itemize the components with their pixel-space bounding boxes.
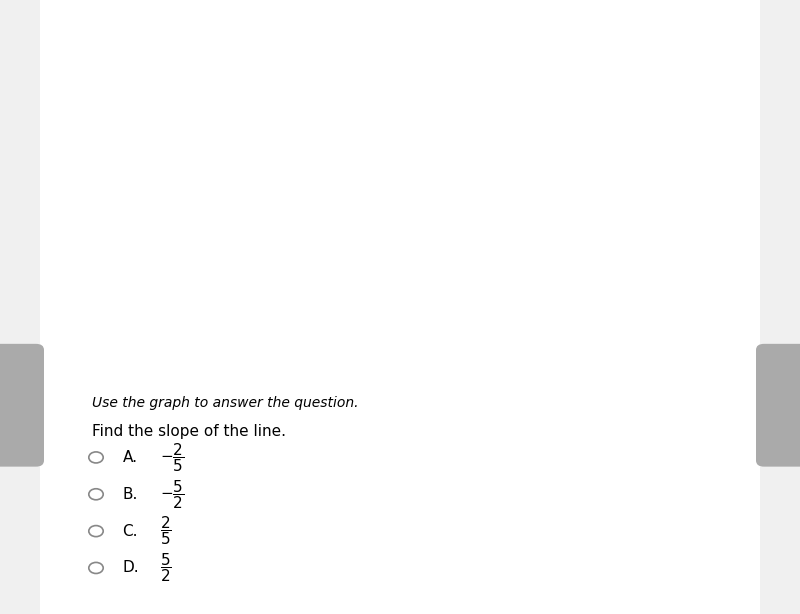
Text: -10: -10 — [90, 206, 115, 221]
Text: B.: B. — [122, 487, 138, 502]
Text: C.: C. — [122, 524, 138, 538]
Text: 10: 10 — [539, 206, 558, 221]
Text: -2: -2 — [306, 225, 321, 240]
Text: 6: 6 — [455, 206, 465, 221]
Text: -6: -6 — [185, 206, 200, 221]
Text: Find the slope of the line.: Find the slope of the line. — [92, 424, 286, 438]
Text: >: > — [773, 395, 792, 415]
Text: $-\dfrac{5}{2}$: $-\dfrac{5}{2}$ — [160, 478, 185, 511]
Text: 2: 2 — [366, 206, 375, 221]
Text: -6: -6 — [305, 295, 321, 310]
Text: D.: D. — [122, 561, 139, 575]
Text: A.: A. — [122, 450, 138, 465]
Text: 6: 6 — [310, 86, 321, 101]
Text: <: < — [8, 395, 27, 415]
Text: -10: -10 — [296, 365, 321, 379]
Text: Use the graph to answer the question.: Use the graph to answer the question. — [92, 396, 358, 410]
Text: 2: 2 — [311, 156, 321, 171]
Text: 10: 10 — [301, 17, 321, 31]
Text: -2: -2 — [274, 206, 289, 221]
Text: $\dfrac{5}{2}$: $\dfrac{5}{2}$ — [160, 551, 172, 585]
Text: $-\dfrac{2}{5}$: $-\dfrac{2}{5}$ — [160, 441, 185, 474]
Text: $\dfrac{2}{5}$: $\dfrac{2}{5}$ — [160, 515, 172, 548]
